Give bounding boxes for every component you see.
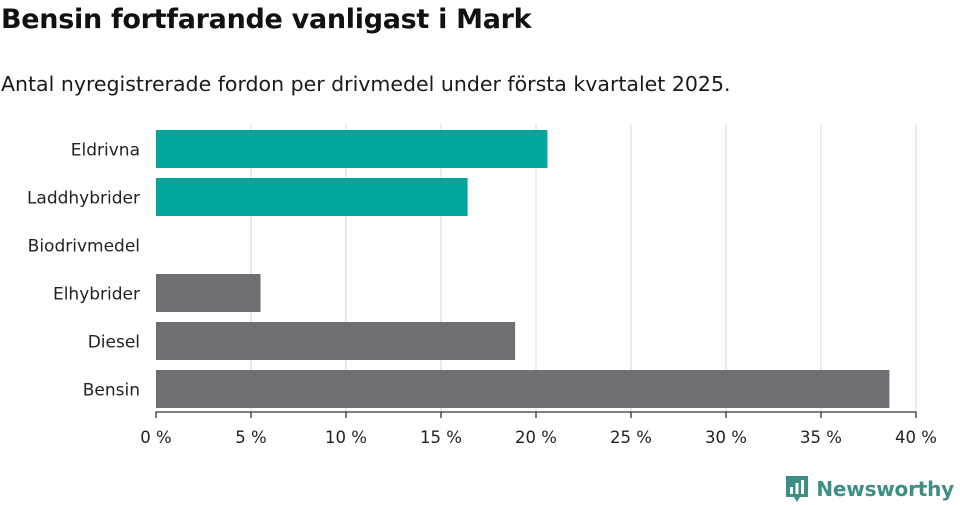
bar [156, 178, 468, 216]
category-label: Diesel [88, 333, 140, 353]
category-label: Elhybrider [53, 285, 140, 305]
bar-chart: Eldrivna Laddhybrider Biodrivmedel Elhybrid… [27, 124, 937, 447]
x-tick-label: 5 % [235, 428, 266, 447]
x-tick-label: 30 % [705, 428, 747, 447]
bar [156, 130, 548, 168]
newsworthy-logo-icon [786, 476, 809, 502]
x-tick-label: 40 % [895, 428, 937, 447]
chart-subtitle: Antal nyregistrerade fordon per drivmede… [1, 72, 731, 96]
brand-name: Newsworthy [816, 477, 954, 501]
category-label: Eldrivna [71, 141, 140, 161]
category-label: Laddhybrider [27, 189, 140, 209]
grid-lines [250, 124, 917, 412]
brand-logo: Newsworthy [785, 474, 954, 504]
x-axis: 0 % 5 % 10 % 15 % 20 % 25 % 30 % 35 % 40 % [140, 411, 937, 447]
x-tick-label: 20 % [515, 428, 557, 447]
x-tick-label: 15 % [420, 428, 462, 447]
category-label: Bensin [83, 381, 140, 401]
category-label: Biodrivmedel [28, 237, 140, 257]
bar [156, 274, 261, 312]
x-tick-label: 10 % [325, 428, 367, 447]
chart-title: Bensin fortfarande vanligast i Mark [1, 4, 532, 35]
x-tick-label: 0 % [140, 428, 171, 447]
x-tick-label: 35 % [800, 428, 842, 447]
bars [156, 130, 890, 408]
category-labels: Eldrivna Laddhybrider Biodrivmedel Elhybrid… [27, 141, 140, 401]
x-tick-label: 25 % [610, 428, 652, 447]
bar [156, 370, 890, 408]
bar [156, 322, 516, 360]
